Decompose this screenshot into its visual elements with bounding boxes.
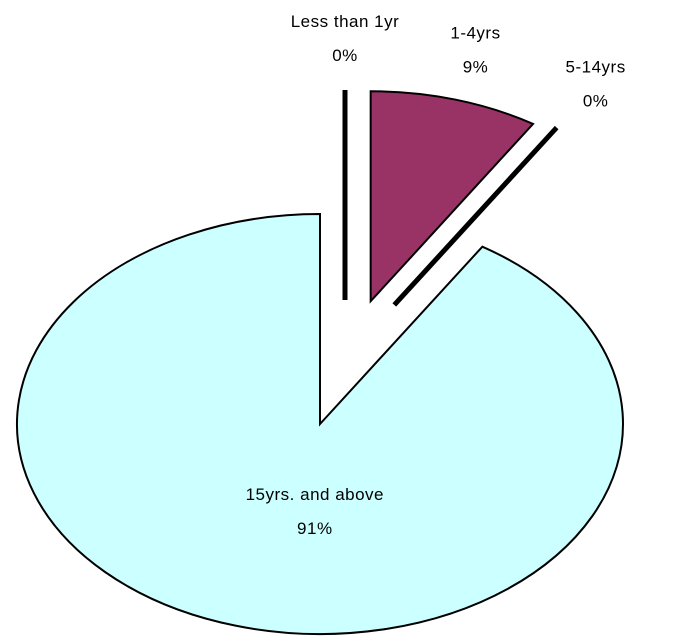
slice-value-label: 91% <box>297 519 333 538</box>
slice-value-label: 9% <box>463 58 489 77</box>
slice-label: Less than 1yr <box>291 12 400 31</box>
slice-label: 15yrs. and above <box>246 485 384 504</box>
pie-slice <box>16 212 624 635</box>
slice-value-label: 0% <box>332 46 358 65</box>
pie-slice <box>369 90 535 304</box>
slice-label: 5-14yrs <box>566 58 626 77</box>
slice-value-label: 0% <box>583 92 609 111</box>
slice-label: 1-4yrs <box>450 24 500 43</box>
pie-slice <box>392 125 559 307</box>
